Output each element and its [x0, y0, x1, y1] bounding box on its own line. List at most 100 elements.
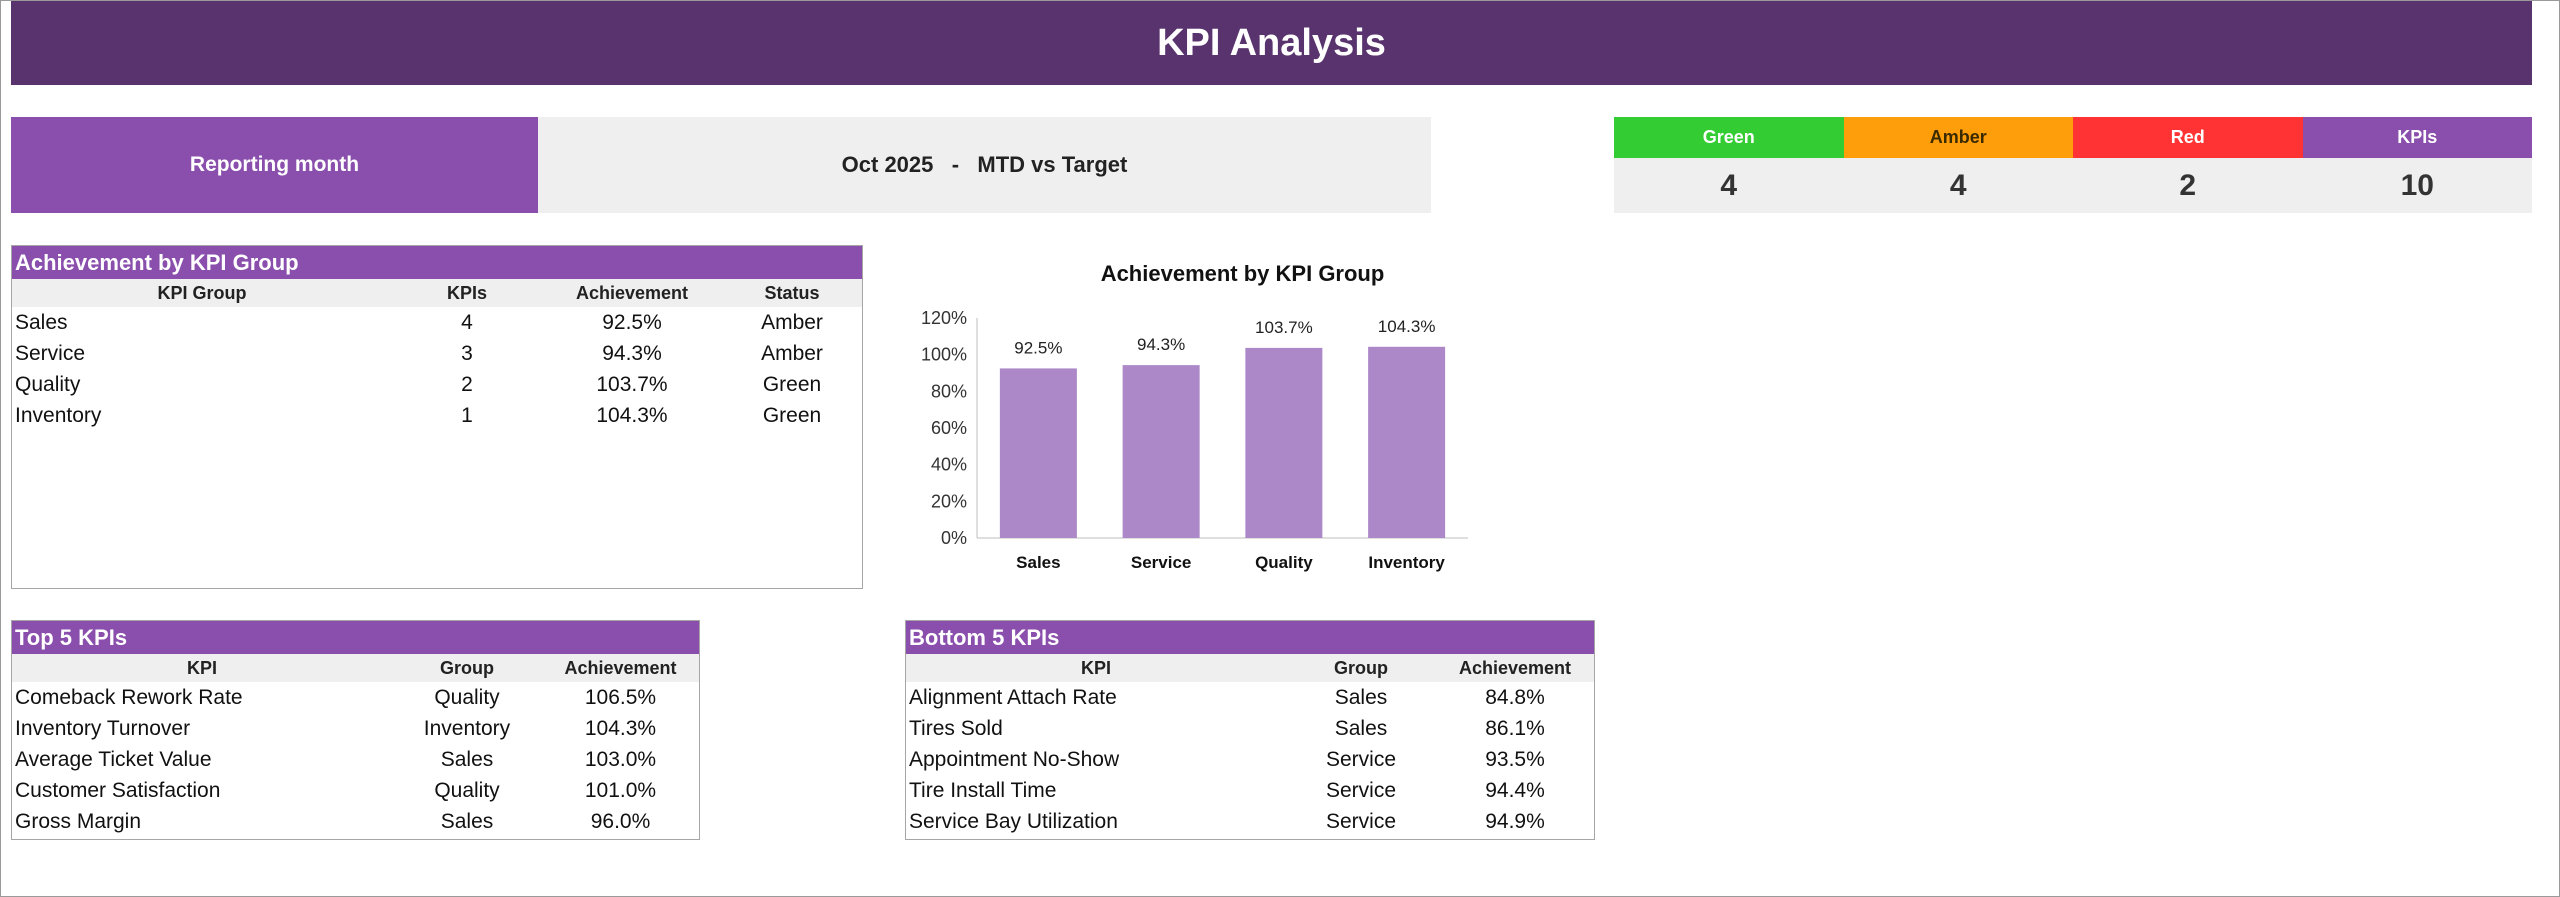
- table-cell[interactable]: Inventory: [423, 717, 511, 740]
- table-row: Average Ticket Value Sales 103.0%: [12, 744, 699, 775]
- column-header[interactable]: Achievement: [575, 283, 689, 303]
- table-cell[interactable]: 3: [461, 342, 473, 365]
- summary-green-count: 4: [1614, 158, 1844, 213]
- y-tick-label: 80%: [931, 381, 967, 401]
- summary-green-label: Green: [1614, 117, 1844, 158]
- column-header[interactable]: KPIs: [446, 283, 488, 303]
- table-cell[interactable]: Quality: [434, 686, 500, 709]
- table-row: Inventory 1 104.3% Green: [12, 400, 862, 431]
- table-cell[interactable]: 103.7%: [596, 373, 668, 396]
- table-cell[interactable]: Sales: [1334, 717, 1388, 740]
- table-title: Top 5 KPIs: [12, 621, 699, 654]
- y-tick-label: 100%: [921, 345, 967, 365]
- table-row: Customer Satisfaction Quality 101.0%: [12, 775, 699, 806]
- table-cell[interactable]: 92.5%: [602, 311, 662, 334]
- table-cell[interactable]: Service: [15, 342, 86, 365]
- table-cell[interactable]: Tire Install Time: [909, 779, 1057, 802]
- table-cell[interactable]: 94.3%: [602, 342, 662, 365]
- y-tick-label: 120%: [921, 308, 967, 328]
- top-kpis-table: Top 5 KPIs KPI Group Achievement Comeback Re…: [11, 620, 700, 840]
- reporting-month-label: Reporting month: [11, 117, 538, 213]
- bar-inventory: [1368, 346, 1446, 538]
- summary-kpis-count: 10: [2302, 158, 2532, 213]
- table-header-row: KPI Group Achievement: [12, 654, 699, 682]
- y-tick-label: 0%: [941, 528, 967, 548]
- table-cell[interactable]: Sales: [1334, 686, 1388, 709]
- table-cell[interactable]: 94.4%: [1485, 779, 1545, 802]
- table-row: Quality 2 103.7% Green: [12, 369, 862, 400]
- table-cell[interactable]: 104.3%: [584, 717, 657, 740]
- table-cell[interactable]: 96.0%: [590, 810, 651, 833]
- column-header[interactable]: Achievement: [1458, 658, 1572, 678]
- table-cell[interactable]: Gross Margin: [15, 810, 142, 833]
- column-header[interactable]: Status: [764, 283, 820, 303]
- column-header[interactable]: Achievement: [564, 658, 677, 678]
- table-cell[interactable]: Service: [1325, 810, 1397, 833]
- table-cell[interactable]: Comeback Rework Rate: [15, 686, 243, 709]
- x-tick-label: Inventory: [1368, 553, 1445, 572]
- x-tick-label: Quality: [1255, 553, 1313, 572]
- table-cell[interactable]: Service Bay Utilization: [909, 810, 1118, 833]
- table-cell[interactable]: 101.0%: [584, 779, 657, 802]
- table-cell[interactable]: Service: [1325, 779, 1397, 802]
- table-row: Sales 4 92.5% Amber: [12, 307, 862, 338]
- column-header[interactable]: KPI: [1080, 658, 1111, 678]
- table-cell[interactable]: 104.3%: [596, 404, 668, 427]
- data-label: 94.3%: [1137, 335, 1185, 354]
- table-cell[interactable]: Inventory Turnover: [15, 717, 191, 740]
- bar-service: [1122, 365, 1200, 538]
- column-header[interactable]: Group: [1334, 658, 1388, 678]
- table-cell[interactable]: 106.5%: [584, 686, 657, 709]
- table-cell[interactable]: Average Ticket Value: [15, 748, 212, 771]
- table-row: Tire Install Time Service 94.4%: [906, 775, 1594, 806]
- column-header[interactable]: KPI Group: [157, 283, 247, 303]
- table-cell[interactable]: 103.0%: [584, 748, 657, 771]
- data-label: 104.3%: [1378, 317, 1436, 336]
- column-header[interactable]: Group: [440, 658, 494, 678]
- table-cell[interactable]: Amber: [761, 311, 823, 334]
- table-header-row: KPI Group KPIs Achievement Status: [12, 279, 862, 307]
- bar-quality: [1245, 347, 1323, 538]
- table-cell[interactable]: Alignment Attach Rate: [909, 686, 1117, 709]
- x-tick-label: Sales: [1016, 553, 1060, 572]
- kpi-group-table: Achievement by KPI Group KPI Group KPIs Ach…: [11, 245, 863, 589]
- table-cell[interactable]: Quality: [15, 373, 81, 396]
- table-cell[interactable]: 94.9%: [1485, 810, 1545, 833]
- summary-amber-count: 4: [1843, 158, 2073, 213]
- table-row: Inventory Turnover Inventory 104.3%: [12, 713, 699, 744]
- table-cell[interactable]: Green: [762, 373, 822, 396]
- bar-sales: [999, 368, 1077, 538]
- summary-amber-label: Amber: [1843, 117, 2073, 158]
- table-cell[interactable]: Green: [762, 404, 822, 427]
- table-cell[interactable]: 4: [461, 311, 473, 334]
- table-cell[interactable]: Amber: [761, 342, 823, 365]
- summary-red-count: 2: [2073, 158, 2303, 213]
- table-row: Service 3 94.3% Amber: [12, 338, 862, 369]
- table-cell[interactable]: Tires Sold: [909, 717, 1003, 740]
- table-cell[interactable]: Sales: [440, 810, 494, 833]
- table-cell[interactable]: 93.5%: [1485, 748, 1545, 771]
- x-tick-label: Service: [1131, 553, 1192, 572]
- table-title: Bottom 5 KPIs: [906, 621, 1594, 654]
- table-cell[interactable]: Customer Satisfaction: [15, 779, 221, 802]
- table-cell[interactable]: 84.8%: [1485, 686, 1545, 709]
- title-banner: KPI Analysis: [11, 1, 2532, 85]
- table-cell[interactable]: Service: [1325, 748, 1397, 771]
- table-cell[interactable]: 86.1%: [1485, 717, 1545, 740]
- table-header-row: KPI Group Achievement: [906, 654, 1594, 682]
- table-cell[interactable]: Appointment No-Show: [909, 748, 1120, 771]
- table-cell[interactable]: Inventory: [15, 404, 102, 427]
- table-cell[interactable]: 1: [461, 404, 473, 427]
- table-cell[interactable]: Quality: [434, 779, 500, 802]
- table-cell[interactable]: Sales: [15, 311, 68, 334]
- table-cell[interactable]: 2: [461, 373, 473, 396]
- table-cell[interactable]: Sales: [440, 748, 494, 771]
- reporting-month-value[interactable]: Oct 2025 - MTD vs Target: [538, 117, 1431, 213]
- y-tick-label: 60%: [931, 418, 967, 438]
- table-row: Tires Sold Sales 86.1%: [906, 713, 1594, 744]
- y-tick-label: 20%: [931, 491, 967, 511]
- table-row: Gross Margin Sales 96.0%: [12, 806, 699, 837]
- summary-red-label: Red: [2073, 117, 2303, 158]
- table-row: Appointment No-Show Service 93.5%: [906, 744, 1594, 775]
- column-header[interactable]: KPI: [186, 658, 217, 678]
